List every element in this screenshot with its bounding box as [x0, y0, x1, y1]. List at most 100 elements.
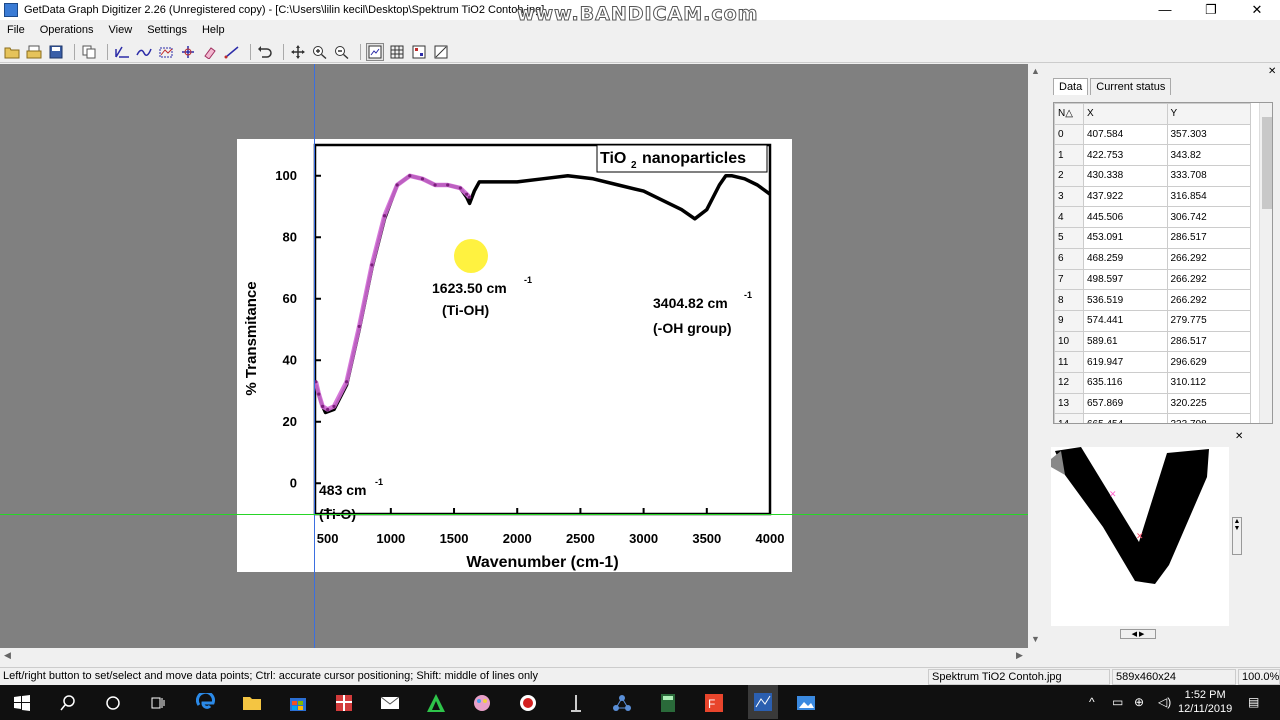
auto-trace-lines-icon[interactable] [135, 43, 153, 61]
row-index[interactable]: 3 [1054, 185, 1084, 208]
tray-chevron-icon[interactable]: ^ [1089, 695, 1095, 709]
eraser-icon[interactable] [201, 43, 219, 61]
row-index[interactable]: 10 [1054, 330, 1084, 353]
save-icon[interactable] [47, 43, 65, 61]
scroll-up-icon[interactable]: ▲ [1031, 66, 1040, 76]
table-row[interactable]: 11 619.947 296.629 [1054, 351, 1251, 373]
cell-y[interactable]: 310.112 [1166, 371, 1251, 394]
cell-y[interactable]: 266.292 [1166, 268, 1251, 291]
table-row[interactable]: 12 635.116 310.112 [1054, 371, 1251, 394]
cell-x[interactable]: 468.259 [1083, 247, 1168, 270]
tab-data[interactable]: Data [1053, 78, 1089, 95]
row-index[interactable]: 8 [1054, 289, 1084, 311]
zoom-in-icon[interactable] [311, 43, 329, 61]
move-icon[interactable] [289, 43, 307, 61]
show-lines-icon[interactable] [432, 43, 450, 61]
cell-y[interactable]: 306.742 [1166, 206, 1251, 229]
table-row[interactable]: 9 574.441 279.775 [1054, 309, 1251, 332]
cell-x[interactable]: 430.338 [1083, 165, 1168, 187]
getdata-taskbar-icon[interactable] [748, 685, 778, 719]
row-index[interactable]: 9 [1054, 309, 1084, 332]
column-header-y[interactable]: Y [1166, 103, 1251, 125]
table-row[interactable]: 6 468.259 266.292 [1054, 247, 1251, 270]
task-view-icon[interactable] [146, 691, 170, 715]
point-capture-icon[interactable] [179, 43, 197, 61]
cell-y[interactable]: 286.517 [1166, 330, 1251, 353]
grid-icon[interactable] [388, 43, 406, 61]
zoom-out-icon[interactable] [333, 43, 351, 61]
tool-app-icon[interactable] [564, 691, 588, 715]
cell-y[interactable]: 316.854 [1166, 185, 1251, 208]
table-row[interactable]: 3 437.922 316.854 [1054, 185, 1251, 208]
notification-icon[interactable]: ▤ [1248, 695, 1260, 709]
cell-y[interactable]: 333.708 [1166, 165, 1251, 187]
store-icon[interactable] [286, 691, 310, 715]
open-recent-icon[interactable] [25, 43, 43, 61]
workspace-horizontal-scrollbar[interactable]: ◀ ▶ [0, 648, 1028, 664]
grid-scroll-thumb[interactable] [1262, 117, 1272, 209]
gift-app-icon[interactable] [332, 691, 356, 715]
line-capture-icon[interactable] [223, 43, 241, 61]
battery-icon[interactable]: ▭ [1112, 695, 1124, 709]
cell-y[interactable]: 286.517 [1166, 227, 1251, 249]
grid-scrollbar[interactable] [1259, 103, 1272, 423]
table-row[interactable]: 7 498.597 266.292 [1054, 268, 1251, 291]
network-app-icon[interactable] [610, 691, 634, 715]
cell-x[interactable]: 665.454 [1083, 413, 1168, 423]
network-icon[interactable]: ⊕ [1134, 695, 1145, 709]
cell-x[interactable]: 498.597 [1083, 268, 1168, 291]
set-scale-icon[interactable] [113, 43, 131, 61]
menu-file[interactable]: File [7, 24, 25, 36]
cell-x[interactable]: 536.519 [1083, 289, 1168, 311]
zoom-close-icon[interactable]: ✕ [1235, 431, 1244, 442]
row-index[interactable]: 7 [1054, 268, 1084, 291]
row-index[interactable]: 14 [1054, 413, 1084, 423]
menu-view[interactable]: View [108, 24, 133, 36]
chart-image[interactable]: 0 20 40 60 80 100 500 1000 1500 2000 2500 3000 3500 4… [237, 139, 792, 572]
undo-icon[interactable] [256, 43, 274, 61]
maximize-button[interactable]: ❐ [1205, 2, 1217, 17]
cell-y[interactable]: 320.225 [1166, 392, 1251, 415]
windows-start-icon[interactable] [10, 691, 34, 715]
cell-y[interactable]: 266.292 [1166, 289, 1251, 311]
edge-icon[interactable] [194, 691, 218, 715]
row-index[interactable]: 0 [1054, 123, 1084, 146]
cell-y[interactable]: 279.775 [1166, 309, 1251, 332]
cell-x[interactable]: 635.116 [1083, 371, 1168, 394]
show-image-icon[interactable] [366, 42, 384, 61]
cell-y[interactable]: 333.708 [1166, 413, 1251, 423]
cell-x[interactable]: 437.922 [1083, 185, 1168, 208]
digitize-area-icon[interactable] [157, 43, 175, 61]
cell-y[interactable]: 357.303 [1166, 123, 1251, 146]
calculator-icon[interactable] [656, 691, 680, 715]
open-icon[interactable] [3, 43, 21, 61]
row-index[interactable]: 11 [1054, 351, 1084, 373]
row-index[interactable]: 2 [1054, 165, 1084, 187]
row-index[interactable]: 6 [1054, 247, 1084, 270]
mail-icon[interactable] [378, 691, 402, 715]
cell-x[interactable]: 422.753 [1083, 144, 1168, 167]
cell-y[interactable]: 343.82 [1166, 144, 1251, 167]
table-row[interactable]: 14665.454333.708 [1054, 413, 1251, 423]
tab-current-status[interactable]: Current status [1090, 78, 1172, 95]
data-grid[interactable]: N△ X Y 0 407.584 357.303 1 422.753 343.82 2 430… [1053, 102, 1273, 424]
cell-x[interactable]: 657.869 [1083, 392, 1168, 415]
cell-x[interactable]: 619.947 [1083, 351, 1168, 373]
menu-help[interactable]: Help [201, 24, 225, 36]
image-workspace[interactable]: 0 20 40 60 80 100 500 1000 1500 2000 2500 3000 3500 4… [0, 64, 1028, 648]
cortana-icon[interactable] [101, 691, 125, 715]
palette-app-icon[interactable] [470, 691, 494, 715]
scroll-left-icon[interactable]: ◀ [4, 650, 11, 660]
scroll-right-icon[interactable]: ▶ [1016, 650, 1023, 660]
foxit-icon[interactable]: F [702, 691, 726, 715]
close-button[interactable]: ✕ [1251, 2, 1263, 17]
table-row[interactable]: 13 657.869 320.225 [1054, 392, 1251, 415]
table-row[interactable]: 2 430.338 333.708 [1054, 165, 1251, 187]
zoom-horizontal-scroll[interactable]: ◀ ▶ [1120, 629, 1156, 639]
table-row[interactable]: 4 445.506 306.742 [1054, 206, 1251, 229]
table-row[interactable]: 10 589.61 286.517 [1054, 330, 1251, 353]
row-index[interactable]: 4 [1054, 206, 1084, 229]
row-index[interactable]: 12 [1054, 371, 1084, 394]
bandicam-record-icon[interactable] [516, 691, 540, 715]
file-explorer-icon[interactable] [240, 691, 264, 715]
